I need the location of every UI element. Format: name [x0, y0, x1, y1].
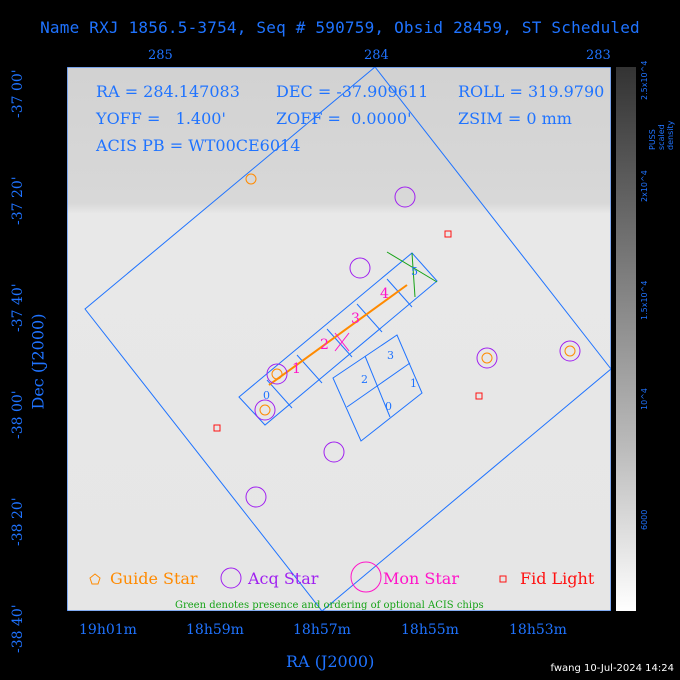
zoff-readout: ZOFF = 0.0000': [276, 109, 412, 128]
bottom-axis-tick-4: 18h55m: [401, 622, 459, 638]
zsim-readout: ZSIM = 0 mm: [458, 109, 572, 128]
roll-readout: ROLL = 319.9790: [458, 82, 605, 101]
chip-i2: 2: [361, 373, 368, 386]
bottom-axis-tick-3: 18h57m: [293, 622, 351, 638]
top-axis-tick-1: 285: [148, 48, 173, 63]
chip-s5: 5: [411, 265, 418, 278]
yoff-readout: YOFF = 1.400': [96, 109, 226, 128]
dec-tick-6: -38 40': [10, 604, 26, 653]
colorbar-tick-2: 10^4: [640, 388, 649, 410]
dec-tick-3: -37 40': [10, 283, 26, 332]
sky-image: [67, 67, 611, 611]
chip-i1: 1: [410, 377, 417, 390]
colorbar-tick-1: 6000: [640, 509, 649, 530]
colorbar: [616, 67, 636, 611]
colorbar-tick-3: 1.5x10^4: [640, 280, 649, 320]
top-axis-tick-2: 284: [364, 48, 389, 63]
bottom-axis-tick-2: 18h59m: [186, 622, 244, 638]
x-axis-label: RA (J2000): [286, 652, 375, 671]
dec-tick-4: -38 00': [10, 390, 26, 439]
top-axis-tick-3: 283: [586, 48, 611, 63]
chip-s3: 3: [351, 311, 360, 327]
chip-s4: 4: [380, 286, 389, 302]
dec-readout: DEC = -37.909611: [276, 82, 429, 101]
page-title: Name RXJ 1856.5-3754, Seq # 590759, Obsi…: [40, 18, 640, 37]
chip-i0: 0: [385, 400, 392, 413]
chip-s1: 1: [292, 361, 301, 377]
bottom-axis-tick-1: 19h01m: [79, 622, 137, 638]
bottom-axis-tick-5: 18h53m: [509, 622, 567, 638]
colorbar-tick-5: 2.5x10^4: [640, 60, 649, 100]
legend-fid-light: Fid Light: [520, 569, 595, 588]
legend-note: Green denotes presence and ordering of o…: [175, 600, 484, 611]
chip-i3: 3: [387, 349, 394, 362]
chip-s2: 2: [320, 337, 329, 353]
dec-tick-1: -37 00': [10, 69, 26, 118]
field-overlay: 0 1 2 3 4 5 0 1 2 3: [67, 67, 611, 611]
ra-readout: RA = 284.147083: [96, 82, 240, 101]
dec-tick-2: -37 20': [10, 176, 26, 225]
legend-guide-star: Guide Star: [110, 569, 198, 588]
dec-tick-5: -38 20': [10, 497, 26, 546]
legend-symbols: [89, 561, 507, 593]
colorbar-label: PUSS scaled density: [648, 120, 675, 150]
acis-readout: ACIS PB = WT00CE6014: [96, 136, 301, 155]
colorbar-tick-4: 2x10^4: [640, 170, 649, 202]
legend-mon-star: Mon Star: [383, 569, 459, 588]
legend-acq-star: Acq Star: [248, 569, 319, 588]
y-axis-label: Dec (J2000): [28, 313, 48, 410]
footer-timestamp: fwang 10-Jul-2024 14:24: [550, 663, 674, 674]
chip-s0: 0: [263, 389, 270, 402]
